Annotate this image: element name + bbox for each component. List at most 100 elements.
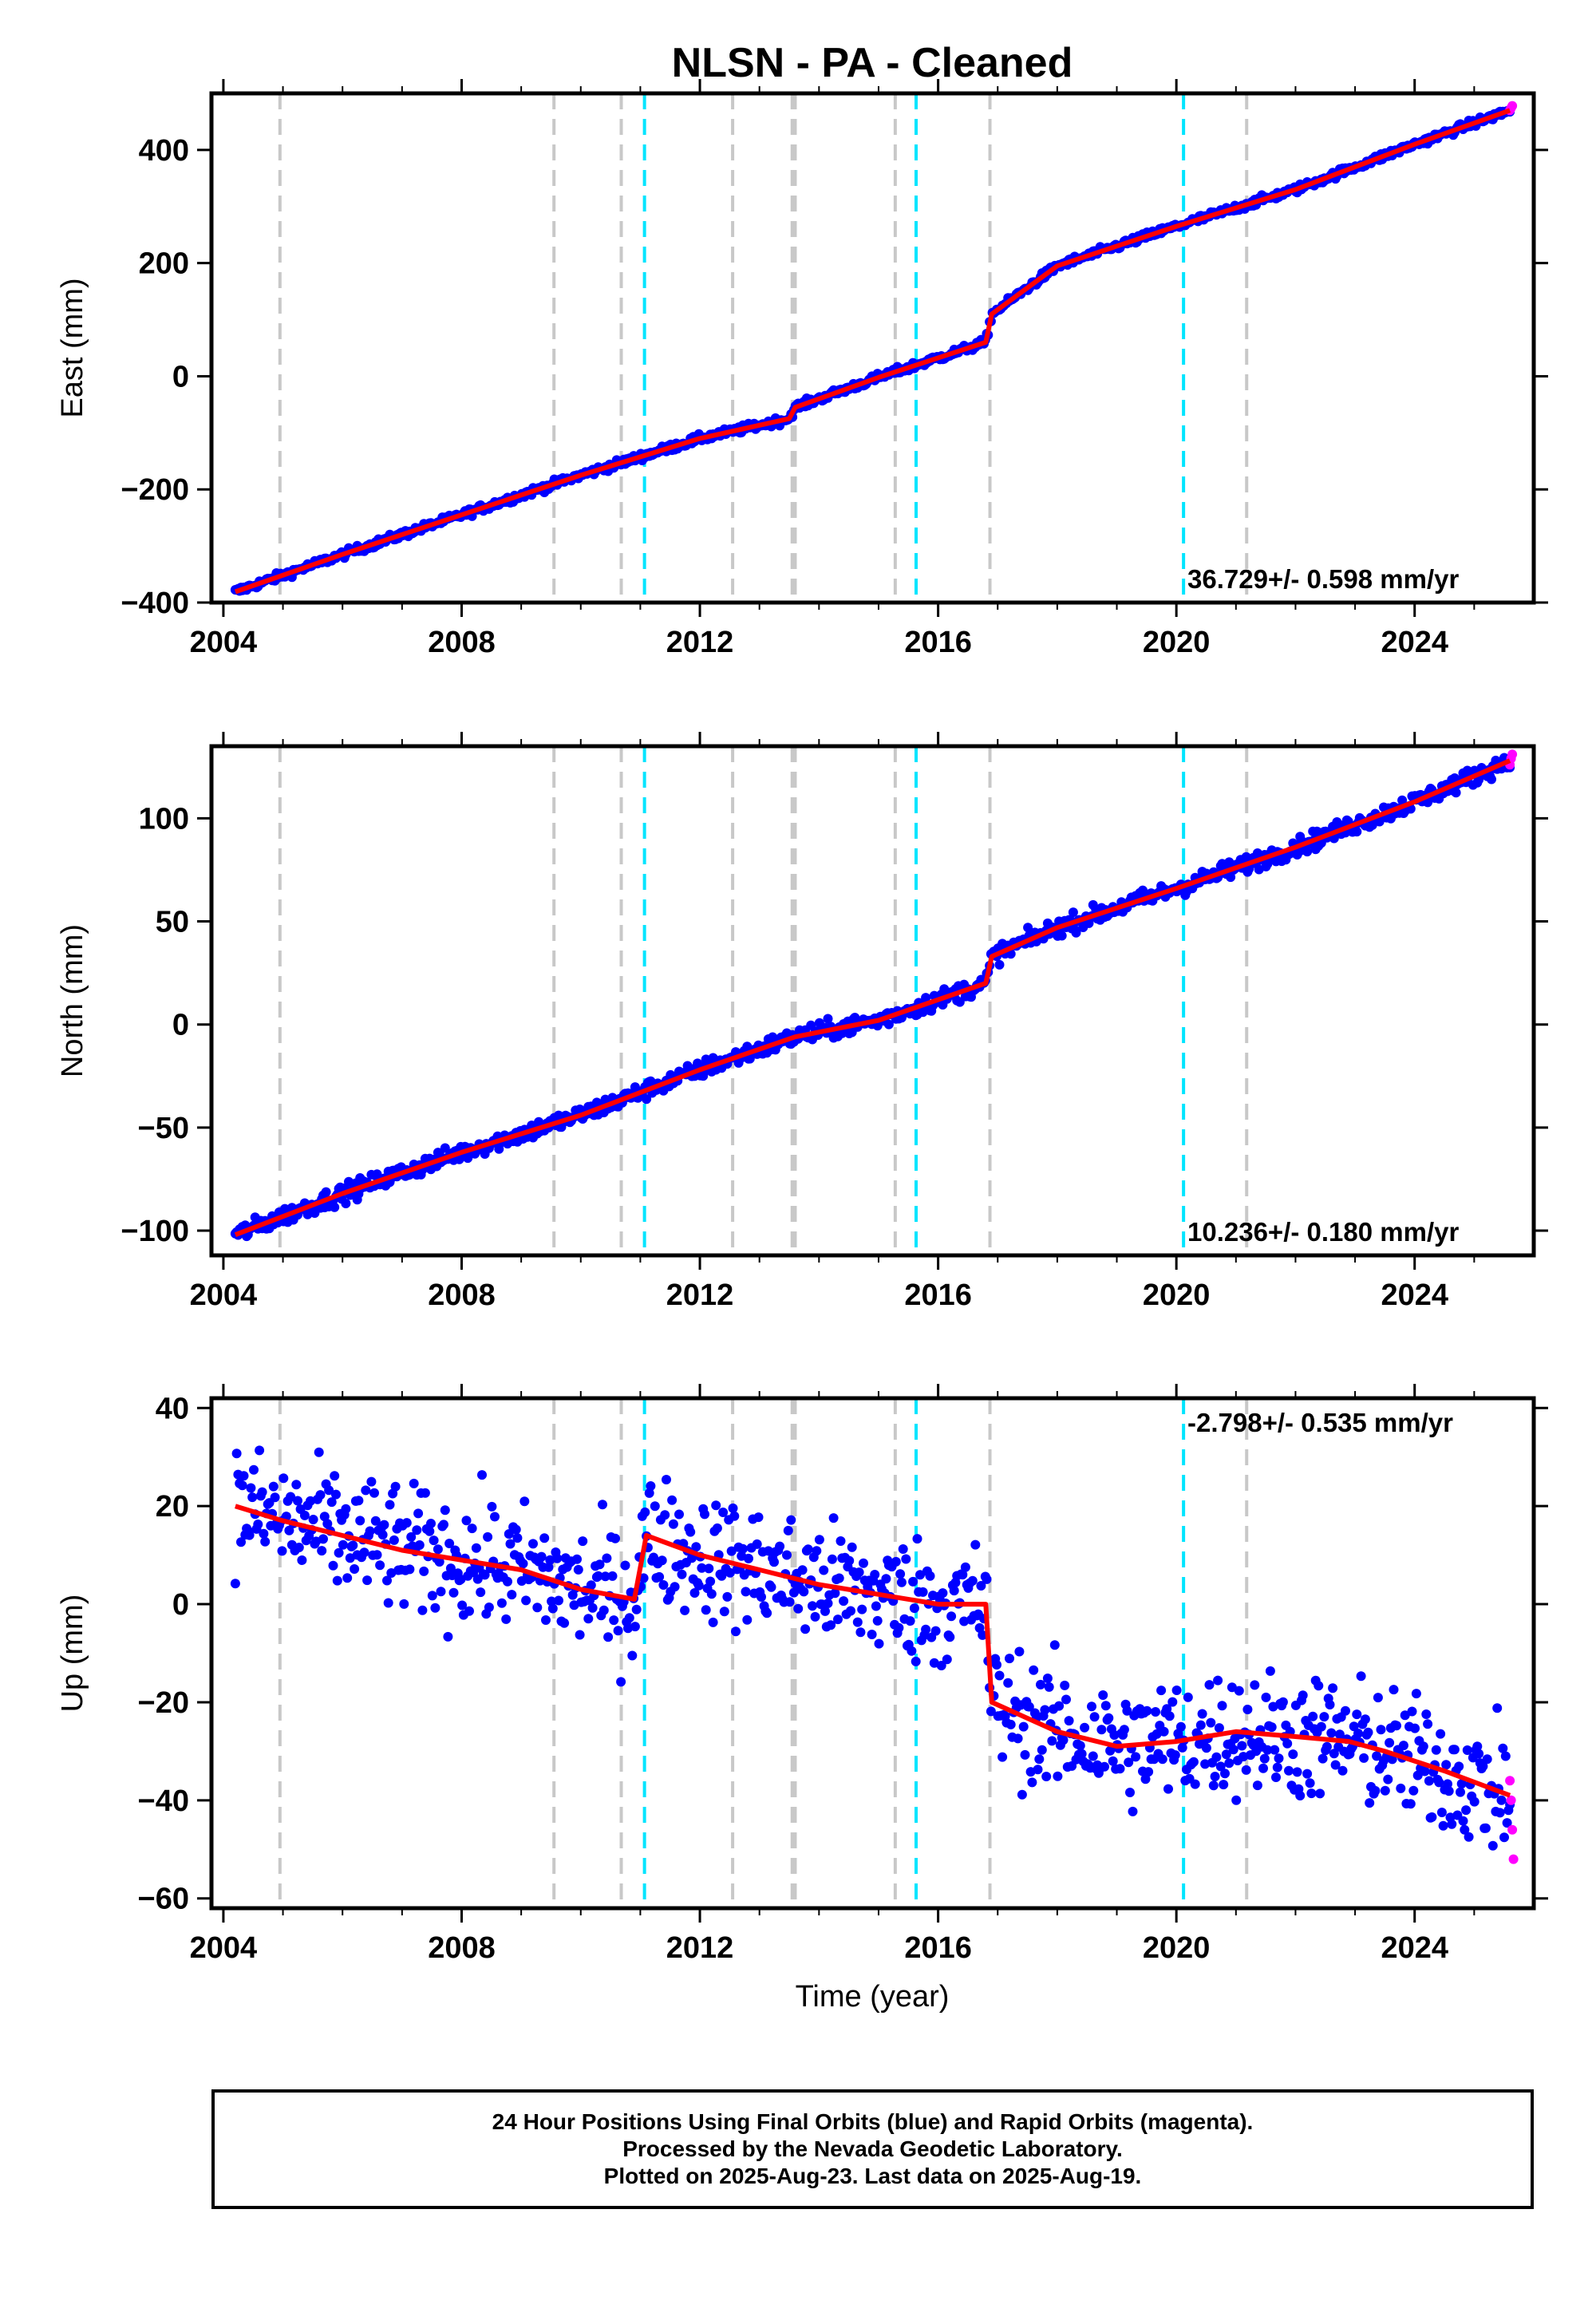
data-point <box>607 1571 618 1581</box>
data-point <box>763 1546 773 1556</box>
data-point <box>784 1597 795 1607</box>
data-point <box>1458 1816 1468 1826</box>
data-point <box>1219 1780 1229 1790</box>
data-point <box>680 1605 690 1615</box>
data-point <box>803 1544 813 1555</box>
data-point <box>1049 1640 1060 1650</box>
rapid-point <box>1507 101 1518 111</box>
x-tick-label: 2020 <box>1143 1931 1211 1965</box>
data-point <box>828 1513 839 1524</box>
data-point <box>881 1574 891 1584</box>
data-point <box>1317 1753 1328 1764</box>
data-point <box>1492 1703 1503 1713</box>
data-point <box>1119 1725 1129 1735</box>
data-point <box>1151 1707 1160 1717</box>
y-tick-label: 0 <box>172 360 189 393</box>
data-point <box>1372 1751 1382 1761</box>
data-point <box>362 1575 373 1586</box>
data-point <box>334 1547 344 1558</box>
data-point <box>1040 1705 1050 1715</box>
footer-box: 24 Hour Positions Using Final Orbits (bl… <box>211 2089 1534 2209</box>
y-tick-label: 0 <box>172 1588 189 1622</box>
data-point <box>921 993 931 1003</box>
data-point <box>834 1573 844 1583</box>
data-point <box>1024 1701 1034 1712</box>
x-tick-label: 2024 <box>1381 626 1448 659</box>
data-point <box>1487 1840 1498 1851</box>
data-point <box>1349 1721 1359 1732</box>
data-point <box>405 1564 415 1575</box>
data-point <box>1053 1771 1063 1781</box>
data-point <box>846 1606 855 1616</box>
data-point <box>711 1500 721 1511</box>
data-point <box>729 1511 740 1521</box>
data-point <box>1302 1769 1313 1779</box>
data-point <box>630 1622 640 1632</box>
data-point <box>322 1519 333 1529</box>
data-point <box>532 1603 543 1613</box>
data-point <box>1190 1779 1200 1789</box>
data-point <box>350 1564 360 1574</box>
x-tick-label: 2024 <box>1381 1279 1448 1312</box>
data-point <box>444 1539 455 1548</box>
data-point <box>501 1614 512 1624</box>
data-point <box>905 1616 915 1626</box>
data-point <box>768 1032 778 1042</box>
data-point <box>1206 1717 1216 1728</box>
data-point <box>946 1611 957 1622</box>
data-point <box>786 1515 796 1525</box>
data-point <box>1319 1712 1329 1722</box>
data-point <box>895 1569 906 1579</box>
data-point <box>1105 1745 1116 1756</box>
data-point <box>960 1562 970 1572</box>
data-point <box>1456 1779 1467 1789</box>
data-point <box>1140 1774 1151 1784</box>
data-point <box>430 1603 440 1613</box>
data-point <box>670 1582 680 1592</box>
data-point <box>762 1608 772 1618</box>
data-point <box>1250 1680 1260 1690</box>
data-point <box>650 1501 660 1512</box>
data-point <box>1325 1700 1335 1709</box>
data-point <box>440 1143 450 1153</box>
data-point <box>646 1481 656 1491</box>
data-point <box>324 1485 334 1496</box>
data-point <box>657 1555 667 1566</box>
data-point <box>1464 1832 1474 1842</box>
x-tick-label: 2008 <box>428 1931 496 1965</box>
rapid-point <box>1508 1854 1519 1864</box>
data-point <box>342 1573 353 1583</box>
y-tick-label: 400 <box>139 134 189 168</box>
data-point <box>389 1535 399 1545</box>
data-point <box>512 1533 523 1543</box>
data-point <box>898 1544 908 1554</box>
data-point <box>1427 1812 1437 1822</box>
panel-up: 2004 2008 2012 2016 2020 2024 −60 −40 −20 0 20 40 Up… <box>56 1384 1548 1965</box>
x-tick-label: 2004 <box>190 1279 258 1312</box>
data-point <box>1124 1757 1134 1768</box>
data-point <box>1170 1750 1180 1761</box>
data-point <box>1447 1819 1457 1829</box>
data-point <box>1385 1737 1395 1748</box>
data-point <box>704 1563 714 1574</box>
data-point <box>706 1589 717 1599</box>
velocity-label: 10.236+/- 0.180 mm/yr <box>1187 1217 1459 1247</box>
data-point <box>539 1533 550 1543</box>
data-point <box>1410 1723 1420 1733</box>
data-point <box>1363 1727 1373 1737</box>
data-point <box>731 1626 741 1637</box>
data-point <box>1162 1704 1172 1714</box>
data-point <box>1421 1709 1432 1719</box>
data-point <box>1266 1722 1277 1733</box>
data-point <box>457 1600 468 1611</box>
data-point <box>872 1615 883 1626</box>
data-point <box>390 1481 401 1492</box>
data-point <box>1075 1741 1085 1751</box>
data-point <box>874 1638 884 1649</box>
model-fit-line <box>234 758 1511 1237</box>
data-point <box>644 1488 654 1498</box>
data-point <box>1305 1778 1315 1788</box>
y-tick-label: 200 <box>139 247 189 281</box>
data-point <box>1175 1721 1186 1732</box>
data-point <box>1259 1753 1270 1764</box>
